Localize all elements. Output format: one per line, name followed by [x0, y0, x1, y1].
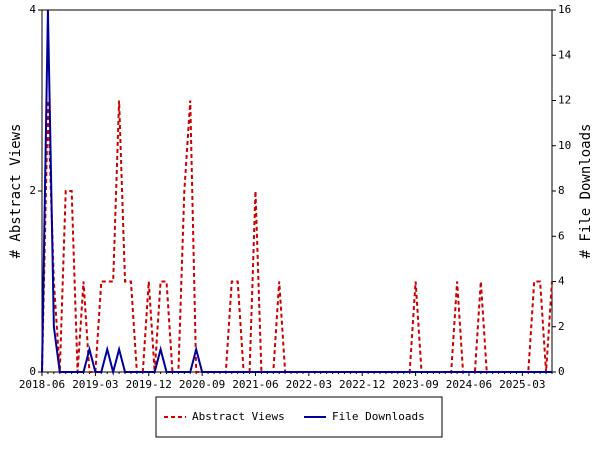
y-tick-label: 0 [29, 365, 36, 378]
y2-tick-label: 16 [558, 3, 571, 16]
x-tick-label: 2022-03 [286, 378, 332, 391]
x-tick-label: 2024-06 [446, 378, 492, 391]
legend-label: Abstract Views [192, 410, 285, 423]
series-line [41, 100, 553, 373]
y-tick-label: 4 [29, 3, 36, 16]
x-tick-label: 2020-09 [179, 378, 225, 391]
x-tick-label: 2019-03 [72, 378, 118, 391]
x-tick-label: 2022-12 [339, 378, 385, 391]
y2-tick-label: 14 [558, 48, 572, 61]
x-tick-label: 2023-09 [392, 378, 438, 391]
y2-tick-label: 2 [558, 320, 565, 333]
legend-box [155, 396, 443, 438]
x-tick-label: 2019-12 [126, 378, 172, 391]
y2-tick-label: 6 [558, 229, 565, 242]
y2-tick-label: 8 [558, 184, 565, 197]
x-tick-label: 2018-06 [19, 378, 65, 391]
legend-label: File Downloads [332, 410, 425, 423]
plot-frame [41, 9, 553, 373]
y-tick-label: 2 [29, 184, 36, 197]
y2-axis-title: # File Downloads [578, 124, 594, 259]
y-axis-title: # Abstract Views [8, 124, 24, 259]
x-tick-label: 2025-03 [499, 378, 545, 391]
y2-tick-label: 12 [558, 94, 571, 107]
x-tick-label: 2021-06 [232, 378, 278, 391]
series-line [41, 9, 552, 376]
y2-tick-label: 4 [558, 275, 565, 288]
y2-tick-label: 0 [558, 365, 565, 378]
y2-tick-label: 10 [558, 139, 571, 152]
